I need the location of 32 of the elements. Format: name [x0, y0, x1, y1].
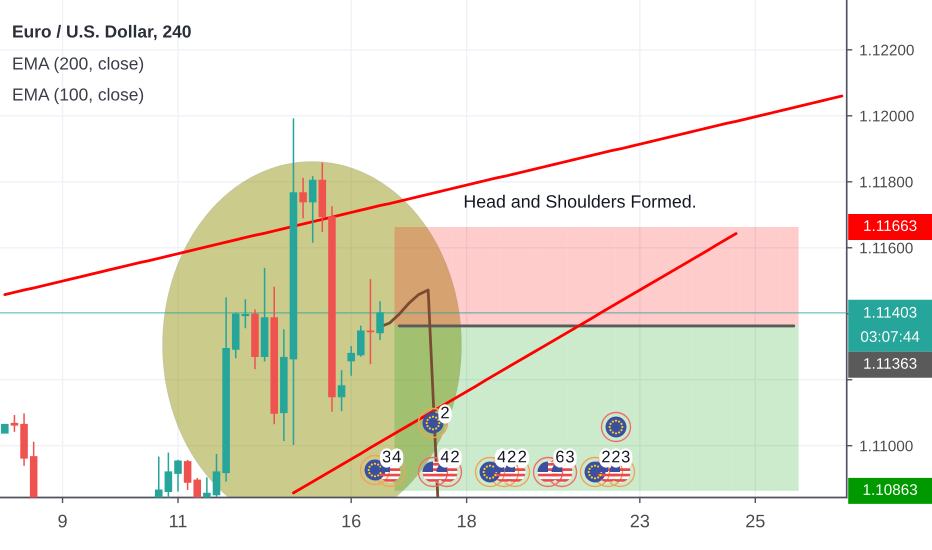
x-tick-label: 16	[342, 514, 360, 528]
x-tick-label: 18	[458, 514, 476, 528]
y-tick-label: 1.12200	[860, 44, 914, 56]
x-tick-label: 23	[630, 514, 650, 528]
y-tick-label: 1.11000	[860, 440, 913, 452]
x-tick-label: 9	[58, 514, 67, 528]
text: 1.10863	[864, 484, 918, 496]
annotation: 4	[392, 450, 401, 462]
annotation: EMA (100, close)	[13, 88, 144, 104]
annotation: 2	[518, 450, 526, 462]
x-tick-label: 11	[170, 514, 186, 528]
y-tick-label: 1.12000	[860, 110, 914, 122]
annotation: 3	[566, 450, 574, 462]
annotation: Head and Shoulders Formed.	[464, 194, 695, 208]
annotation: 2	[508, 450, 516, 462]
annotation: EMA (200, close)	[13, 56, 144, 74]
annotation: 3	[382, 450, 391, 462]
text: 1.11663	[864, 220, 916, 232]
text: 1.11363	[864, 358, 916, 369]
annotation: 2	[441, 406, 449, 418]
annotation: 2	[612, 450, 620, 462]
annotation: 3	[622, 450, 630, 462]
y-tick-label: 1.11800	[860, 176, 913, 188]
y-tick-label: 1.11600	[860, 242, 913, 254]
annotation: 2	[602, 450, 610, 462]
annotation: 4	[497, 450, 506, 462]
annotation: 2	[451, 450, 459, 462]
annotation: 6	[556, 450, 564, 462]
ref-line-label: 1.11403 03:07:44	[860, 306, 920, 342]
annotation: 4	[440, 450, 450, 462]
text: Euro / U.S. Dollar, 240	[13, 24, 191, 40]
x-tick-label: 25	[746, 514, 765, 528]
